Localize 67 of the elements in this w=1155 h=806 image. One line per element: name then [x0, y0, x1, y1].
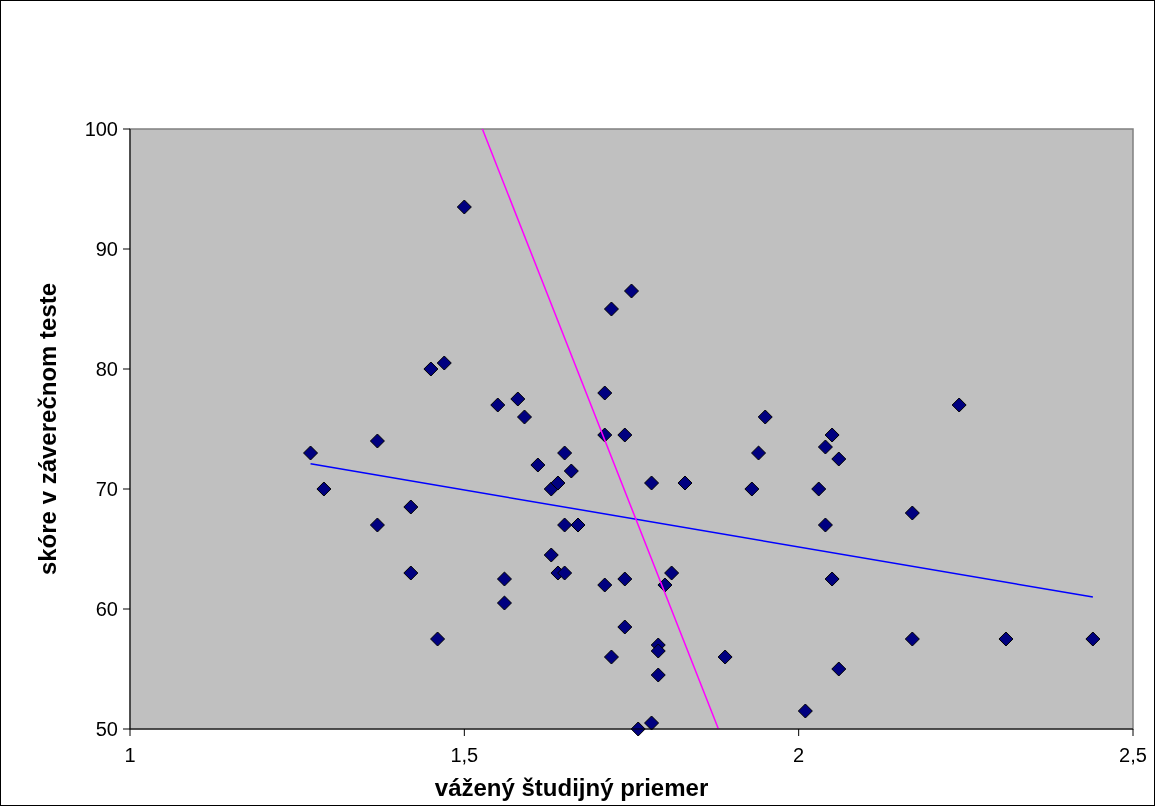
point: [530, 457, 546, 473]
point: [617, 619, 633, 635]
point: [543, 547, 559, 563]
point: [650, 643, 666, 659]
y-axis-title: skóre v záverečnom teste: [34, 282, 61, 576]
x-axis-title: vážený študijný priemer: [434, 774, 709, 801]
point: [677, 475, 693, 491]
point: [316, 481, 332, 497]
x-tick-label: 1,5: [450, 744, 479, 766]
point: [369, 433, 385, 449]
point: [757, 409, 773, 425]
x-tick-label: 2: [793, 744, 805, 766]
point: [650, 667, 666, 683]
point: [303, 445, 319, 461]
point: [436, 355, 452, 371]
point: [603, 301, 619, 317]
point: [557, 565, 573, 581]
point: [744, 481, 760, 497]
point: [624, 283, 639, 299]
y-tick-label: 90: [95, 238, 118, 260]
point: [824, 571, 840, 587]
x-tick-label: 1: [124, 744, 136, 766]
point: [597, 385, 613, 401]
point: [617, 571, 633, 587]
x-tick-label: 2,5: [1119, 744, 1147, 766]
point: [403, 499, 419, 515]
point: [831, 451, 847, 467]
point: [557, 445, 573, 461]
point: [430, 631, 446, 647]
point: [456, 199, 472, 215]
point: [603, 649, 619, 665]
point: [811, 481, 827, 497]
point: [751, 445, 767, 461]
point: [550, 475, 566, 491]
point: [664, 565, 680, 581]
point: [951, 397, 967, 413]
point: [403, 565, 419, 581]
point: [817, 517, 833, 533]
point: [563, 463, 579, 479]
point: [1085, 631, 1101, 647]
point: [570, 517, 586, 533]
point: [998, 631, 1014, 647]
point: [543, 481, 559, 497]
point: [824, 427, 840, 443]
point: [423, 361, 439, 377]
y-tick-label: 50: [95, 718, 118, 740]
point: [496, 571, 512, 587]
point: [369, 517, 385, 533]
point: [831, 661, 847, 677]
point: [510, 391, 526, 407]
point: [490, 397, 506, 413]
point: [496, 595, 512, 611]
point: [644, 715, 660, 731]
point: [904, 631, 920, 647]
point: [904, 505, 920, 521]
point: [597, 577, 613, 593]
point: [617, 427, 633, 443]
y-tick-label: 60: [95, 598, 118, 620]
point: [797, 703, 813, 719]
point: [717, 649, 733, 665]
y-tick-label: 100: [84, 118, 118, 140]
point: [557, 517, 573, 533]
point: [644, 475, 660, 491]
y-tick-label: 70: [95, 478, 118, 500]
point: [517, 409, 533, 425]
y-tick-label: 80: [95, 358, 118, 380]
point: [817, 439, 833, 455]
